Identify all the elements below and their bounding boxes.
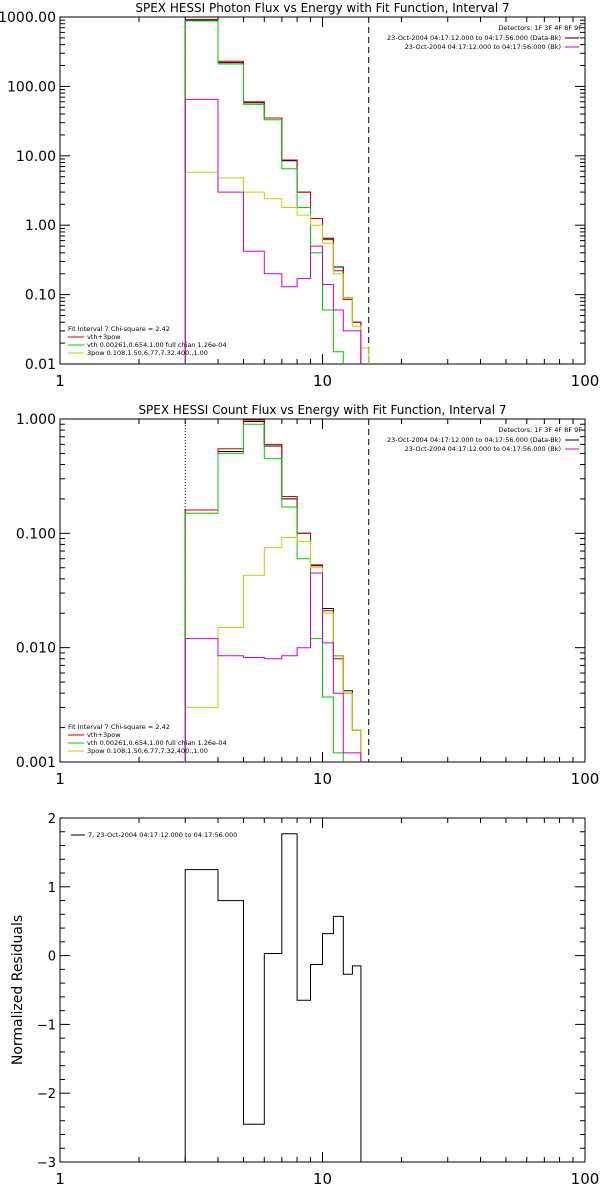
fit-info: Fit Interval 7 Chi-square = 2.42 — [68, 723, 170, 731]
plot-frame-photon — [59, 16, 586, 365]
x-tick-label: 1 — [55, 372, 65, 390]
y-tick-label: 10.00 — [16, 149, 56, 165]
plot-area-count — [184, 419, 362, 762]
y-tick-label: 1.000 — [16, 412, 56, 428]
y-tick-label: 0.001 — [16, 755, 56, 771]
legend-detectors: Detectors: 1F 3F 4F 8F 9F — [498, 426, 582, 434]
series-line — [184, 19, 362, 364]
series-line — [184, 572, 362, 762]
legend-entry-label: 3pow 0.108,1.50,6.77,7.32,400.,1.00 — [87, 747, 208, 755]
chart-title-count: SPEX HESSI Count Flux vs Energy with Fit… — [138, 403, 506, 417]
x-tick-label: 100 — [571, 1170, 600, 1188]
legend-entry-label: 23-Oct-2004 04:17:12.000 to 04:17:56.000… — [405, 43, 561, 51]
legend-entry-label: 23-Oct-2004 04:17:12.000 to 04:17:56.000… — [387, 34, 561, 42]
y-tick-label: 1.00 — [25, 218, 56, 234]
y-tick-label: 1 — [48, 881, 56, 896]
y-tick-label: 100.00 — [7, 79, 56, 95]
x-tick-label: 100 — [571, 770, 600, 788]
x-tick-label: 1 — [55, 770, 65, 788]
y-tick-label: −3 — [37, 1156, 56, 1171]
series-line — [184, 421, 362, 762]
series-line — [184, 98, 362, 364]
x-tick-label: 10 — [313, 770, 332, 788]
series-line — [184, 423, 344, 762]
x-tick-label: 1 — [55, 1170, 65, 1188]
y-axis-label: Normalized Residuals — [10, 915, 26, 1065]
series-line — [184, 171, 370, 364]
series-line — [184, 20, 353, 364]
series-line — [184, 419, 362, 762]
legend-entry-label: 23-Oct-2004 04:17:12.000 to 04:17:56.000… — [387, 436, 561, 444]
series-line — [184, 833, 362, 1162]
y-tick-label: 0.01 — [25, 357, 56, 373]
legend-entry-label: vth 0.00261,0.654,1.00 full chian 1.26e-… — [87, 739, 227, 747]
legend-entry-label: vth+3pow — [87, 333, 121, 341]
y-tick-label: 1000.00 — [0, 10, 56, 26]
plot-area-residuals — [184, 833, 362, 1162]
series-line — [184, 19, 362, 364]
y-tick-label: 2 — [48, 812, 56, 827]
legend-entry-label: 7, 23-Oct-2004 04:17:12.000 to 04:17:56.… — [88, 831, 237, 839]
x-tick-label: 10 — [313, 372, 332, 390]
y-tick-label: 0.010 — [16, 641, 56, 657]
x-tick-label: 100 — [571, 372, 600, 390]
legend-entry-label: vth 0.00261,0.654,1.00 full chian 1.26e-… — [87, 341, 227, 349]
y-tick-label: −1 — [37, 1018, 56, 1033]
series-line — [184, 537, 362, 762]
plot-area-photon — [184, 19, 370, 364]
y-tick-label: 0.100 — [16, 526, 56, 542]
legend-entry-label: 23-Oct-2004 04:17:12.000 to 04:17:56.000… — [405, 445, 561, 453]
x-tick-label: 10 — [313, 1170, 332, 1188]
legend-entry-label: vth+3pow — [87, 731, 121, 739]
legend-detectors: Detectors: 1F 3F 4F 8F 9F — [498, 24, 582, 32]
y-tick-label: 0 — [48, 950, 56, 965]
legend-entry-label: 3pow 0.108,1.50,6.77,7.32,400.,1.00 — [87, 349, 208, 357]
y-tick-label: 0.10 — [25, 288, 56, 304]
y-tick-label: −2 — [37, 1087, 56, 1102]
fit-info: Fit Interval 7 Chi-square = 2.42 — [68, 325, 170, 333]
chart-title-photon: SPEX HESSI Photon Flux vs Energy with Fi… — [135, 1, 509, 15]
plot-frame-residuals — [59, 817, 586, 1163]
